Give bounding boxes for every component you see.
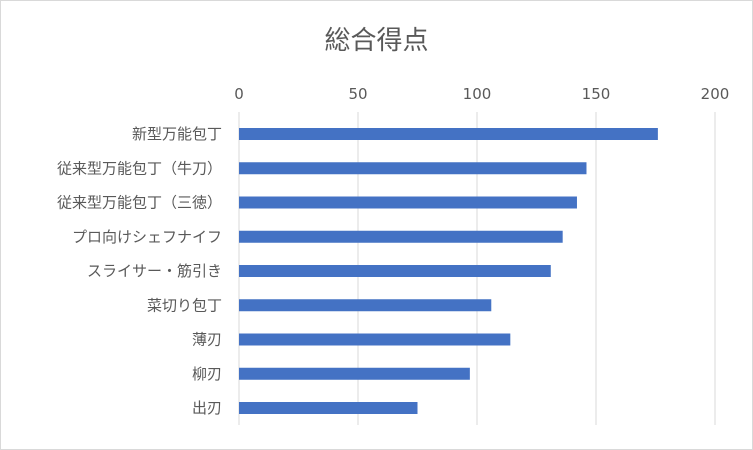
x-axis-ticks: 0 50 100 150 200 (234, 85, 729, 103)
bar (239, 265, 551, 277)
category-label: 従来型万能包丁（三徳） (57, 194, 222, 212)
bar (239, 333, 511, 346)
bars (239, 128, 658, 414)
category-label: プロ向けシェフナイフ (72, 228, 222, 246)
bar (239, 162, 587, 175)
x-tick-label: 0 (234, 85, 244, 103)
x-tick-label: 50 (348, 85, 367, 103)
chart-title: 総合得点 (324, 26, 429, 56)
bar (239, 230, 563, 243)
category-label: 従来型万能包丁（牛刀） (57, 159, 222, 177)
category-label: 柳刃 (192, 365, 222, 383)
category-label: 新型万能包丁 (132, 125, 222, 143)
x-tick-label: 150 (582, 85, 611, 103)
category-label: 出刃 (192, 399, 222, 417)
category-label: 薄刃 (192, 331, 222, 349)
bar (239, 299, 492, 312)
category-label: スライサー・筋引き (87, 262, 222, 280)
bar (239, 402, 418, 414)
x-tick-label: 200 (701, 85, 730, 103)
bar (239, 128, 658, 140)
x-tick-label: 100 (463, 85, 492, 103)
bar (239, 196, 577, 209)
bar (239, 367, 470, 380)
category-label: 菜切り包丁 (147, 296, 222, 314)
